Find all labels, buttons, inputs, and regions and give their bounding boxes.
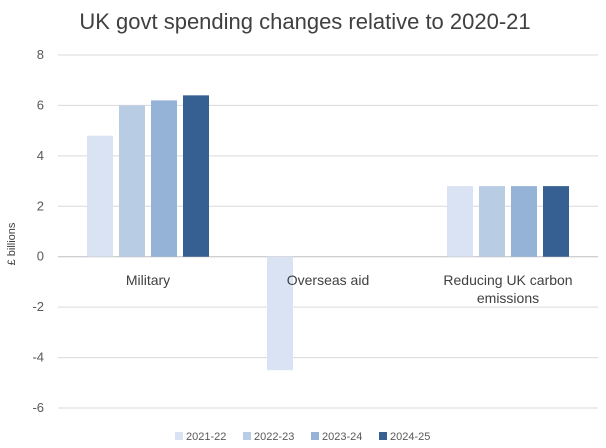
category-labels: Military Overseas aid Reducing UK carbon em… (126, 272, 573, 306)
bar (543, 186, 569, 257)
legend-swatch (379, 432, 387, 440)
y-tick-label: 4 (37, 148, 44, 163)
bar (447, 186, 473, 257)
y-axis-label: £ billions (6, 222, 18, 265)
bar (119, 105, 145, 257)
y-tick-label: -2 (32, 299, 44, 314)
bar (267, 256, 293, 371)
legend-label: 2022-23 (254, 431, 294, 443)
legend-swatch (243, 432, 251, 440)
category-label: Overseas aid (287, 272, 369, 288)
bar (87, 135, 113, 257)
bar (151, 100, 177, 257)
legend: 2021-22 2022-23 2023-24 2024-25 (175, 431, 430, 443)
legend-swatch (175, 432, 183, 440)
y-tick-label: -4 (32, 350, 44, 365)
bar (479, 186, 505, 257)
legend-label: 2024-25 (390, 431, 430, 443)
bar (183, 95, 209, 257)
y-tick-label: 0 (37, 249, 44, 264)
y-tick-label: 8 (37, 47, 44, 62)
bars (87, 95, 569, 371)
legend-label: 2021-22 (186, 431, 226, 443)
chart-title: UK govt spending changes relative to 202… (79, 9, 530, 34)
category-label: Military (126, 272, 170, 288)
category-label: emissions (477, 290, 539, 306)
category-label: Reducing UK carbon (443, 272, 572, 288)
legend-label: 2023-24 (322, 431, 362, 443)
y-axis-ticks: 8 6 4 2 0 -2 -4 -6 (32, 47, 44, 415)
y-tick-label: 2 (37, 198, 44, 213)
gridlines (58, 54, 598, 409)
y-tick-label: -6 (32, 400, 44, 415)
legend-swatch (311, 432, 319, 440)
y-tick-label: 6 (37, 97, 44, 112)
bar (511, 186, 537, 257)
